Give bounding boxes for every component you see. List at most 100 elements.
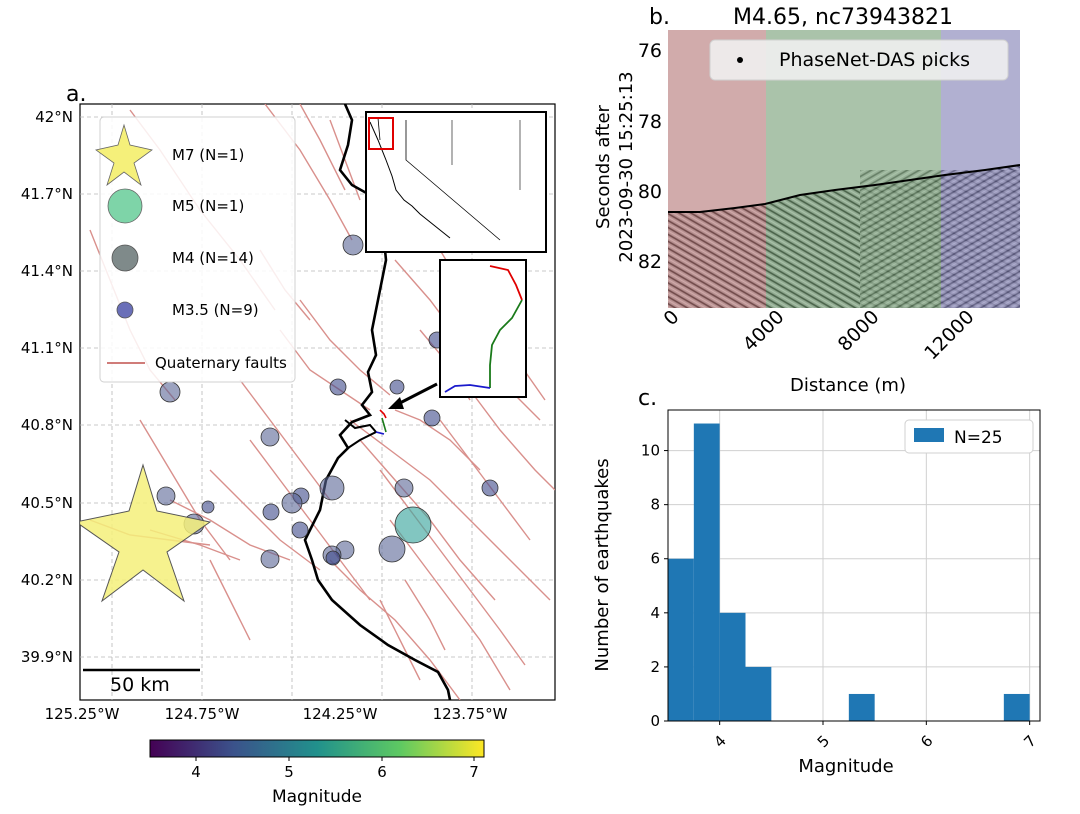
das-legend-marker (737, 57, 743, 63)
legend-m35: M3.5 (N=9) (172, 301, 259, 319)
panel-label-a: a. (66, 82, 86, 107)
quake-m35 (201, 500, 215, 514)
histogram-xlabel: Magnitude (798, 756, 893, 777)
colorbar-tick: 6 (377, 763, 387, 781)
das-inset-frame (439, 259, 527, 398)
histogram-ylabel: Number of earthquakes (592, 458, 613, 671)
histogram-yticks: 0 2 4 6 8 10 (641, 442, 668, 730)
das-cable-green (381, 417, 387, 433)
histogram-xtick: 6 (917, 732, 936, 751)
das-xtick: 8000 (834, 306, 884, 356)
das-xtick: 12000 (920, 306, 978, 364)
phasenet-das-picks (668, 164, 1020, 213)
lat-tick: 40.8°N (21, 416, 73, 434)
lat-tick: 40.5°N (21, 494, 73, 512)
scale-bar: 50 km (83, 668, 200, 696)
quake-m35 (291, 521, 309, 539)
das-inset-green (489, 299, 523, 388)
legend-star-icon (95, 123, 153, 187)
das-xlabel: Distance (m) (790, 375, 906, 396)
histogram-xtick: 4 (710, 732, 729, 751)
quake-m4 (260, 549, 280, 569)
lon-tick: 125.25°W (45, 705, 120, 723)
lat-tick: 39.9°N (21, 648, 73, 666)
map-legend-box (99, 116, 296, 383)
das-ytick: 82 (638, 251, 662, 273)
lat-tick: 41.4°N (21, 262, 73, 280)
histogram-bar (745, 666, 772, 721)
quake-m35 (481, 479, 499, 497)
histogram-bar (1003, 693, 1030, 721)
das-title: M4.65, nc73943821 (733, 5, 953, 30)
earthquake-markers (80, 234, 499, 603)
legend-m7: M7 (N=1) (172, 146, 244, 164)
histogram-xticks: 4 5 6 7 (710, 721, 1040, 751)
lat-tick: 41.1°N (21, 339, 73, 357)
map-legend: M7 (N=1) M5 (N=1) M4 (N=14) M3.5 (N=9) Q… (95, 116, 296, 383)
das-xtick: 4000 (739, 306, 789, 356)
das-cable-blue (375, 431, 385, 435)
colorbar-gradient (149, 739, 485, 758)
quake-m35 (262, 503, 280, 521)
das-inset-blue (444, 384, 491, 393)
colorbar-tick: 5 (284, 763, 294, 781)
humboldt-bay-outline (344, 419, 378, 449)
das-ylabel-line2: 2023-09-30 15:25:13 (616, 71, 637, 262)
inset-coast (369, 121, 451, 239)
inset-frame (365, 111, 547, 253)
quake-m4 (156, 486, 176, 506)
legend-m4: M4 (N=14) (172, 249, 254, 267)
das-inset-red (489, 265, 523, 301)
histogram-ytick: 4 (650, 604, 660, 622)
histogram-ytick: 10 (641, 442, 660, 460)
colorbar-label: Magnitude (272, 787, 362, 807)
legend-m5-circle-icon (107, 188, 143, 224)
histogram-bar (719, 612, 746, 721)
magnitude-colorbar: 4 5 6 7 Magnitude (149, 739, 485, 807)
das-ytick: 78 (638, 111, 662, 133)
das-ytick: 76 (638, 40, 662, 62)
inset-state-border (405, 120, 501, 241)
histogram-legend-swatch (914, 428, 944, 442)
colorbar-tick: 4 (191, 763, 201, 781)
panel-label-b: b. (649, 5, 670, 30)
das-zoom-inset (388, 259, 527, 409)
legend-faults: Quaternary faults (155, 354, 287, 372)
histogram-ytick: 2 (650, 658, 660, 676)
map-panel: a. (21, 82, 556, 807)
colorbar-tick: 7 (469, 763, 479, 781)
das-yticks: 76 78 80 82 (638, 40, 662, 273)
histogram-panel: c. 0 2 4 6 8 10 4 5 6 7 Number of earthquakes Ma… (592, 386, 1041, 777)
histogram-ytick: 0 (650, 712, 660, 730)
lon-tick: 124.25°W (303, 705, 378, 723)
histogram-bar (693, 423, 720, 721)
lon-tick: 123.75°W (433, 705, 508, 723)
quake-m5 (394, 506, 432, 544)
histogram-ytick: 8 (650, 496, 660, 514)
scale-bar-label: 50 km (110, 674, 170, 696)
legend-m35-circle-icon (116, 301, 134, 319)
das-panel: b. M4.65, nc73943821 PhaseNet-DAS picks … (593, 5, 1020, 396)
lat-tick: 42°N (35, 108, 73, 126)
das-ylabel-line1: Seconds after (593, 104, 614, 229)
quake-m35 (329, 378, 347, 396)
das-xtick: 0 (659, 306, 683, 330)
histogram-ytick: 6 (650, 550, 660, 568)
quake-m4 (159, 381, 181, 403)
das-legend-label: PhaseNet-DAS picks (779, 49, 970, 71)
quake-m4 (281, 492, 303, 514)
histogram-bars (668, 423, 1030, 721)
inset-highlight-box (368, 117, 394, 150)
quake-m4 (319, 475, 345, 501)
quake-m4 (394, 478, 414, 498)
quake-m4 (342, 234, 364, 256)
histogram-bar (668, 558, 694, 721)
histogram-xtick: 5 (814, 732, 833, 751)
map-lon-ticks: 125.25°W 124.75°W 124.25°W 123.75°W (45, 705, 508, 723)
das-inset-arrow-head (388, 397, 404, 409)
quake-m35 (389, 379, 405, 395)
panel-label-c: c. (638, 386, 657, 411)
lat-tick: 40.2°N (21, 571, 73, 589)
histogram-xtick: 7 (1020, 732, 1039, 751)
